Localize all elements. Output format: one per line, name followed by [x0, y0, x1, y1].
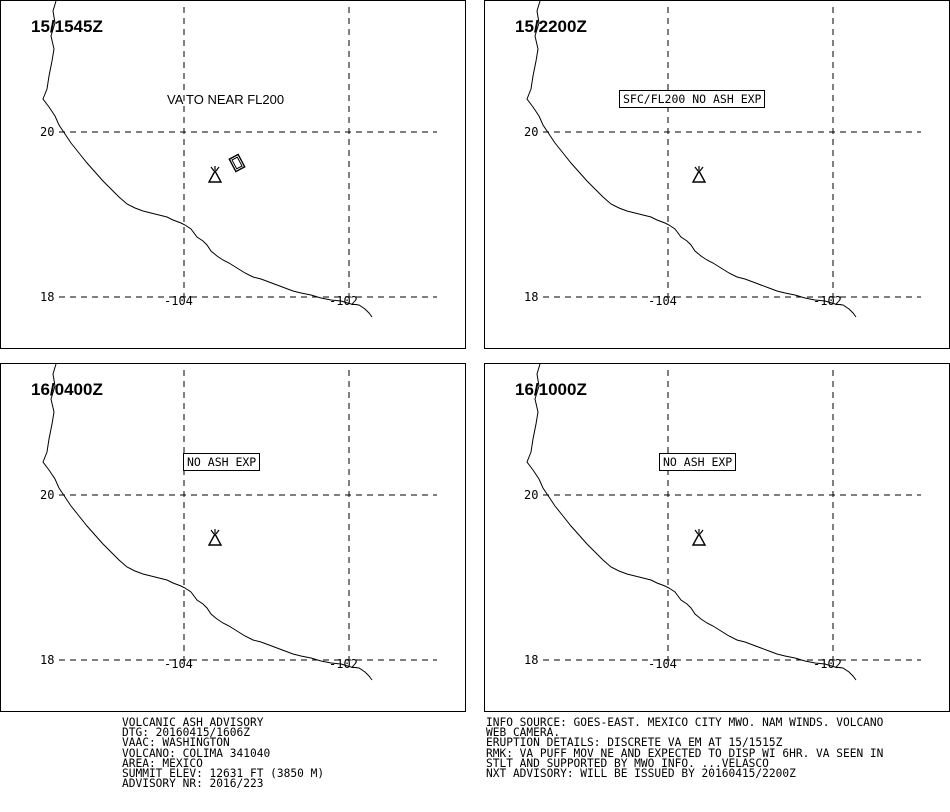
map-panel-4: 16/1000Z NO ASH EXP 20 18 -104 -102 — [484, 363, 950, 712]
ash-cloud-polygon — [228, 153, 246, 173]
lon-label-102: -102 — [813, 657, 842, 671]
lat-label-20: 20 — [40, 125, 55, 139]
advisory-line: STLT AND SUPPORTED BY MWO INFO. ...VELAS… — [486, 756, 769, 770]
map-graphic — [526, 1, 921, 318]
panel-time: 16/1000Z — [515, 380, 587, 399]
panel-annotation: VA TO NEAR FL200 — [167, 92, 285, 107]
advisory-line: RMK: VA PUFF MOV NE AND EXPECTED TO DISP… — [486, 746, 884, 760]
advisory-line: VAAC: WASHINGTON — [122, 736, 230, 750]
advisory-line: VOLCANIC ASH ADVISORY — [122, 716, 264, 729]
lon-label-104: -104 — [648, 657, 677, 671]
lon-label-102: -102 — [329, 657, 358, 671]
panel-time: 15/2200Z — [515, 17, 587, 36]
panel-annotation: SFC/FL200 NO ASH EXP — [619, 90, 766, 108]
coastline — [526, 1, 857, 318]
panel-annotation: NO ASH EXP — [659, 453, 737, 471]
volcano-icon — [207, 529, 223, 546]
coastline — [526, 364, 857, 681]
lon-label-104: -104 — [648, 294, 677, 308]
lat-label-20: 20 — [524, 488, 539, 502]
lat-label-18: 18 — [524, 290, 539, 304]
advisory-line: DTG: 20160415/1606Z — [122, 726, 250, 740]
lat-label-20: 20 — [40, 488, 55, 502]
map-graphic — [526, 364, 921, 681]
advisory-line: WEB CAMERA. — [486, 726, 561, 740]
volcano-icon — [691, 529, 707, 546]
advisory-line: INFO SOURCE: GOES-EAST. MEXICO CITY MWO.… — [486, 716, 884, 729]
lat-label-18: 18 — [524, 653, 539, 667]
lon-label-104: -104 — [164, 657, 193, 671]
coastline — [42, 1, 373, 318]
volcano-icon — [691, 166, 707, 183]
advisory-line: NXT ADVISORY: WILL BE ISSUED BY 20160415… — [486, 766, 796, 780]
map-panel-3: 16/0400Z NO ASH EXP 20 18 -104 -102 — [0, 363, 466, 712]
map-graphic — [42, 364, 437, 681]
lat-label-18: 18 — [40, 290, 55, 304]
panel-time: 15/1545Z — [31, 17, 103, 36]
advisory-line: AREA: MEXICO — [122, 756, 203, 770]
panel-annotation: NO ASH EXP — [183, 453, 261, 471]
lat-label-18: 18 — [40, 653, 55, 667]
advisory-details-right: INFO SOURCE: GOES-EAST. MEXICO CITY MWO.… — [486, 716, 884, 780]
map-panel-2: 15/2200Z SFC/FL200 NO ASH EXP 20 18 -104… — [484, 0, 950, 349]
panel-time: 16/0400Z — [31, 380, 103, 399]
advisory-line: VOLCANO: COLIMA 341040 — [122, 746, 271, 760]
advisory-line: ERUPTION DETAILS: DISCRETE VA EM AT 15/1… — [486, 736, 783, 750]
map-graphic — [42, 1, 437, 318]
advisory-details-left: VOLCANIC ASH ADVISORY DTG: 20160415/1606… — [122, 716, 325, 791]
lon-label-104: -104 — [164, 294, 193, 308]
lon-label-102: -102 — [329, 294, 358, 308]
lon-label-102: -102 — [813, 294, 842, 308]
coastline — [42, 364, 373, 681]
map-panel-1: 15/1545Z VA TO NEAR FL200 20 18 -104 -10… — [0, 0, 466, 349]
advisory-line: SUMMIT ELEV: 12631 FT (3850 M) — [122, 766, 325, 780]
advisory-line: ADVISORY NR: 2016/223 — [122, 777, 264, 791]
lat-label-20: 20 — [524, 125, 539, 139]
volcano-icon — [207, 166, 223, 183]
